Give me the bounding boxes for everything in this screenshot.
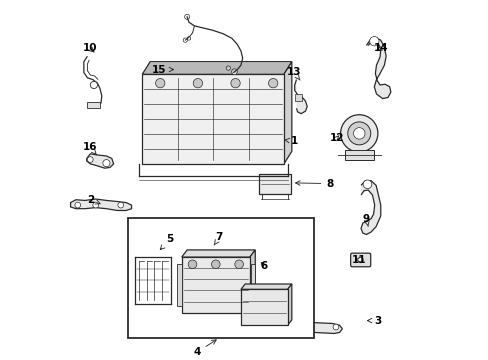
Text: 15: 15 <box>152 64 173 75</box>
Circle shape <box>268 78 277 88</box>
Bar <box>87 102 100 108</box>
Bar <box>128 218 314 338</box>
Text: 2: 2 <box>86 195 100 205</box>
Text: 10: 10 <box>82 43 97 53</box>
Polygon shape <box>241 284 291 289</box>
Bar <box>294 94 301 101</box>
Text: 4: 4 <box>193 340 216 357</box>
Text: 14: 14 <box>373 43 388 53</box>
Circle shape <box>90 81 97 89</box>
Circle shape <box>188 260 196 269</box>
Bar <box>344 150 373 160</box>
Text: 16: 16 <box>82 142 97 155</box>
Circle shape <box>211 260 220 269</box>
Circle shape <box>183 38 187 42</box>
Polygon shape <box>264 320 342 333</box>
Bar <box>258 174 290 194</box>
Circle shape <box>268 324 274 330</box>
FancyBboxPatch shape <box>350 253 370 267</box>
Bar <box>241 289 287 325</box>
Circle shape <box>93 202 99 208</box>
Circle shape <box>102 159 110 167</box>
Text: 1: 1 <box>284 136 297 146</box>
Bar <box>182 257 249 313</box>
Polygon shape <box>287 284 291 325</box>
Polygon shape <box>360 181 380 234</box>
Circle shape <box>332 324 338 330</box>
Circle shape <box>230 78 240 88</box>
Polygon shape <box>294 80 306 114</box>
Text: 5: 5 <box>160 234 173 249</box>
Circle shape <box>155 78 164 88</box>
Text: 9: 9 <box>362 214 369 226</box>
Polygon shape <box>142 62 291 74</box>
Text: 8: 8 <box>295 179 333 189</box>
Polygon shape <box>249 250 255 313</box>
Polygon shape <box>86 154 113 168</box>
Circle shape <box>226 66 230 70</box>
Circle shape <box>340 115 377 152</box>
Circle shape <box>193 78 202 88</box>
Circle shape <box>184 14 189 19</box>
Circle shape <box>187 37 190 40</box>
Text: 7: 7 <box>214 232 223 245</box>
Polygon shape <box>70 199 131 211</box>
Text: 11: 11 <box>351 255 366 265</box>
Circle shape <box>87 157 93 162</box>
Circle shape <box>118 202 123 208</box>
Circle shape <box>75 202 81 208</box>
Polygon shape <box>284 62 291 164</box>
Circle shape <box>231 69 237 75</box>
Circle shape <box>369 37 378 46</box>
Text: 13: 13 <box>286 67 301 80</box>
Circle shape <box>347 122 370 145</box>
Bar <box>142 74 284 164</box>
Polygon shape <box>182 250 255 257</box>
Circle shape <box>363 180 371 189</box>
Text: 3: 3 <box>366 316 381 325</box>
Bar <box>177 264 182 306</box>
Text: 12: 12 <box>329 133 344 143</box>
Polygon shape <box>366 38 390 99</box>
Text: 6: 6 <box>260 261 267 271</box>
Circle shape <box>353 128 364 139</box>
Bar <box>250 264 254 306</box>
Circle shape <box>357 257 363 263</box>
Circle shape <box>234 260 243 269</box>
